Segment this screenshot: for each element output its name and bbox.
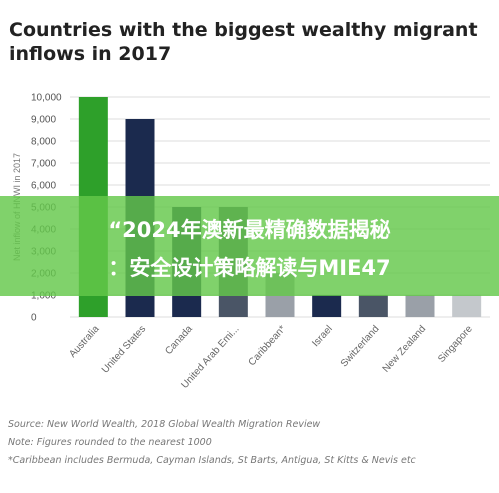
y-tick-label: 0 <box>31 313 37 324</box>
overlay-banner: “2024年澳新最精确数据揭秘 ：安全设计策略解读与MIE47 <box>0 196 499 296</box>
caribbean-note: *Caribbean includes Bermuda, Cayman Isla… <box>8 455 416 466</box>
x-tick-label: Australia <box>67 323 102 360</box>
x-tick-label: Canada <box>163 323 195 357</box>
source-note: Source: New World Wealth, 2018 Global We… <box>8 419 321 430</box>
x-tick-label: Switzerland <box>339 324 382 370</box>
rounding-note: Note: Figures rounded to the nearest 100… <box>8 437 212 448</box>
chart-title: Countries with the biggest wealthy migra… <box>9 19 478 65</box>
x-tick-label: Singapore <box>436 323 475 365</box>
x-tick-label: United States <box>100 324 148 376</box>
x-tick-label: Caribbean* <box>247 324 289 369</box>
y-tick-label: 1,000 <box>31 291 56 302</box>
bar-6 <box>358 295 388 317</box>
overlay-line-2: ：安全设计策略解读与MIE47 <box>108 256 391 280</box>
y-tick-label: 9,000 <box>31 115 56 126</box>
y-tick-label: 8,000 <box>31 137 56 148</box>
y-tick-label: 7,000 <box>31 159 56 170</box>
y-tick-label: 6,000 <box>31 181 56 192</box>
x-tick-label: Israel <box>310 324 335 350</box>
overlay-line-1: “2024年澳新最精确数据揭秘 <box>108 218 391 242</box>
bar-5 <box>312 295 342 317</box>
y-tick-label: 10,000 <box>31 93 62 104</box>
bar-8 <box>452 295 482 317</box>
x-tick-label: New Zealand <box>381 324 429 375</box>
bar-7 <box>405 295 435 317</box>
